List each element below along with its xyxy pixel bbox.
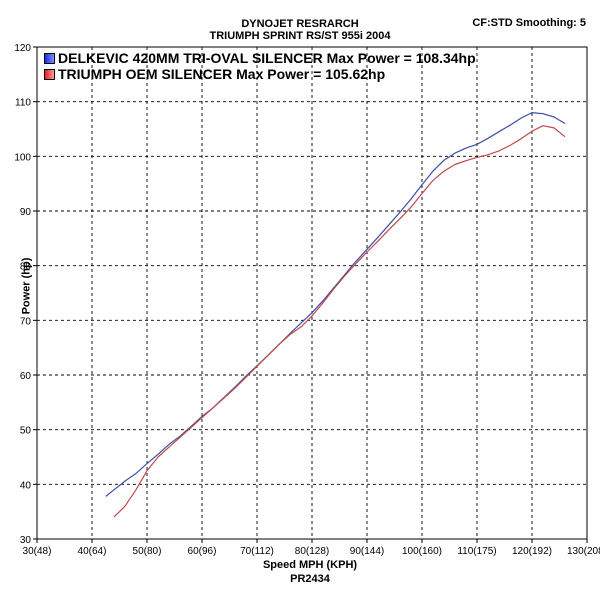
x-tick-label: 50(80): [133, 546, 162, 557]
x-tick-label: 110(175): [457, 546, 496, 557]
y-tick-label: 120: [14, 43, 31, 54]
y-tick-label: 50: [20, 426, 32, 437]
x-tick-label: 100(160): [402, 546, 442, 557]
legend-label-delkevic: DELKEVIC 420MM TRI-OVAL SILENCER Max Pow…: [58, 50, 476, 66]
y-tick-label: 80: [20, 262, 32, 273]
series-line-delkevic: [105, 111, 566, 497]
y-tick-label: 70: [20, 316, 32, 327]
chart-title: DYNOJET RESRARCH: [241, 18, 359, 30]
correction-factor-label: CF:STD Smoothing: 5: [472, 17, 586, 29]
axis-ticks: 30(48) 40(64) 50(80) 60(96) 70(112) 80(128) 90…: [14, 43, 600, 557]
legend-item-oem: TRIUMPH OEM SILENCER Max Power = 105.62h…: [44, 66, 385, 82]
x-tick-label: 80(128): [295, 546, 329, 557]
x-tick-label: 70(112): [240, 546, 274, 557]
x-axis-label: Speed MPH (KPH): [262, 559, 358, 571]
grid-lines: [37, 47, 587, 539]
x-tick-label: 30(48): [23, 546, 52, 557]
series-lines: [105, 111, 566, 518]
y-axis-label: Power (hp): [20, 257, 33, 315]
x-tick-label: 120(192): [512, 546, 552, 557]
x-tick-label: 90(144): [350, 546, 384, 557]
y-tick-label: 100: [14, 152, 31, 163]
x-tick-label: 40(64): [78, 546, 107, 557]
x-tick-label: 130(208): [567, 546, 600, 557]
y-tick-label: 110: [15, 98, 31, 109]
y-tick-label: 30: [20, 535, 32, 546]
legend-item-delkevic: DELKEVIC 420MM TRI-OVAL SILENCER Max Pow…: [44, 50, 476, 66]
legend-swatch-delkevic: [44, 52, 55, 64]
series-line-oem: [113, 125, 566, 518]
legend-label-oem: TRIUMPH OEM SILENCER Max Power = 105.62h…: [58, 66, 386, 82]
run-id: PR2434: [290, 573, 330, 585]
y-tick-label: 90: [20, 207, 32, 218]
legend-swatch-oem: [44, 68, 55, 80]
y-tick-label: 40: [20, 480, 32, 491]
chart-subtitle: TRIUMPH SPRINT RS/ST 955i 2004: [209, 30, 391, 42]
x-tick-label: 60(96): [188, 546, 217, 557]
y-tick-label: 60: [20, 371, 32, 382]
